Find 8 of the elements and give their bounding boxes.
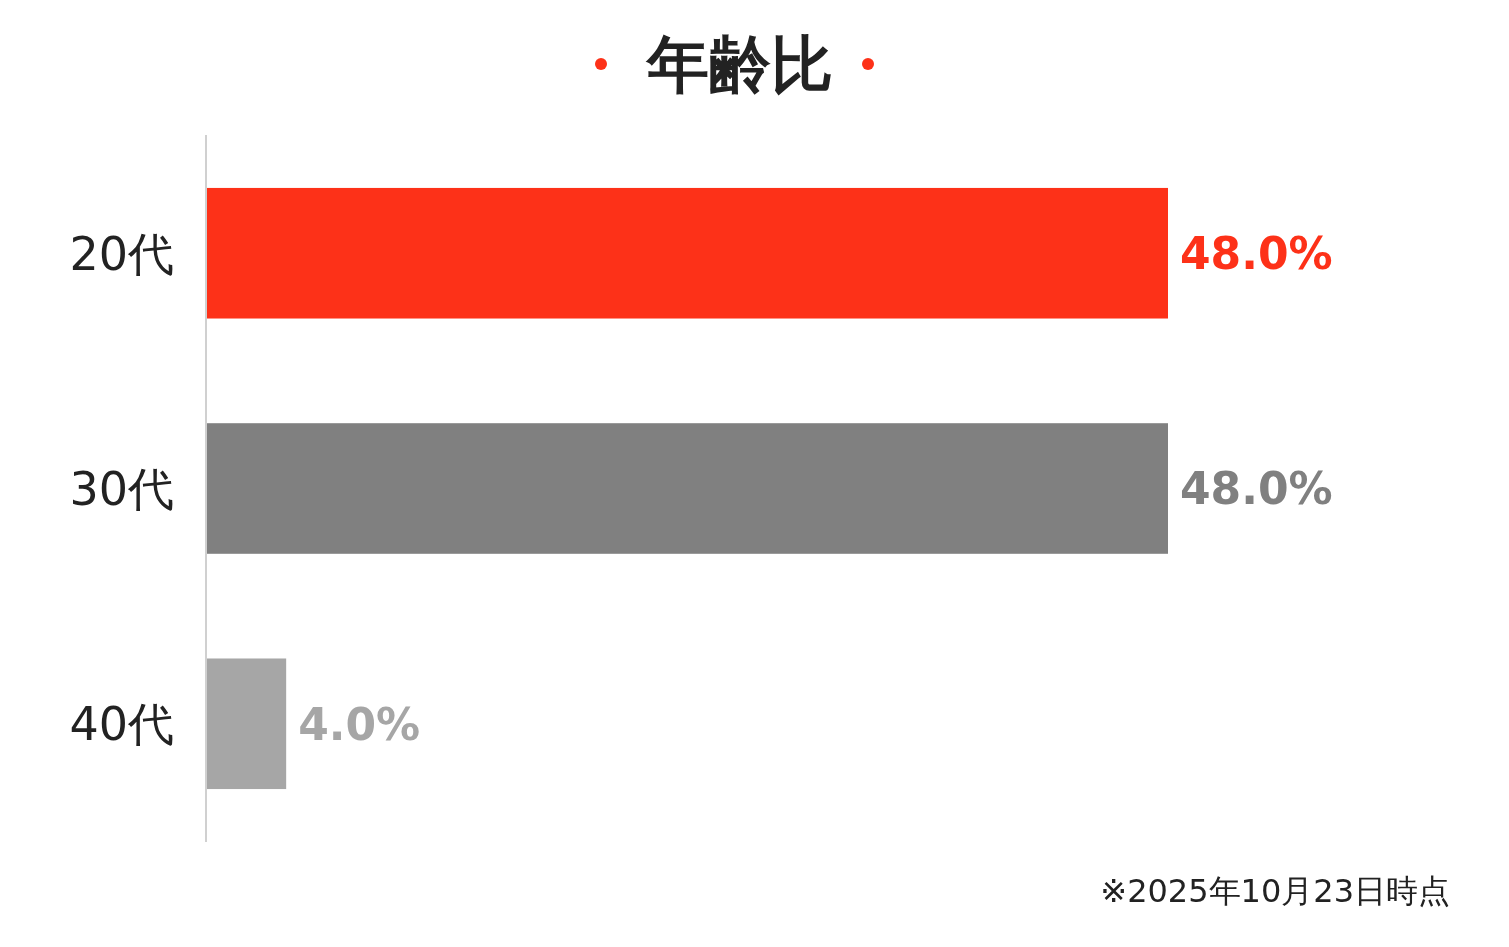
y-tick-label: 30代 — [69, 462, 174, 517]
data-label: 48.0% — [1180, 228, 1333, 280]
text: ※2025年10月23日時点 — [1100, 871, 1450, 910]
data-label: 4.0% — [298, 698, 421, 750]
y-tick-label: 40代 — [69, 697, 174, 752]
y-tick-label: 20代 — [69, 226, 174, 281]
data-label: 48.0% — [1180, 463, 1333, 515]
chart-title: 年齢比 — [645, 28, 833, 102]
